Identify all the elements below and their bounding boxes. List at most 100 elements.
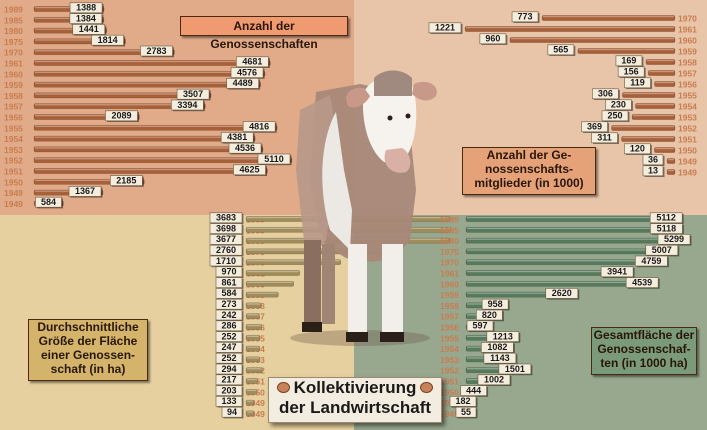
data-label-box	[657, 234, 691, 245]
data-label: 1082	[487, 342, 507, 352]
bar	[33, 92, 212, 99]
data-label: 1501	[505, 364, 525, 374]
bar	[666, 158, 676, 164]
bar-highlight	[467, 281, 656, 283]
bar-highlight	[35, 136, 255, 138]
data-label-box	[477, 374, 511, 386]
data-label: 294	[221, 364, 236, 374]
bar-highlight	[247, 368, 262, 370]
q2-legend-box: Anzahl der Ge- nossenschafts- mitglieder…	[462, 147, 596, 195]
year-tick-label: 1956	[440, 323, 459, 333]
data-label-box	[215, 374, 243, 386]
bar-highlight	[655, 81, 674, 84]
data-label-box	[215, 331, 243, 342]
bar	[245, 324, 263, 330]
data-label-box	[35, 196, 62, 208]
data-label-box	[215, 266, 243, 278]
data-label-box	[257, 153, 291, 165]
data-label: 958	[488, 299, 503, 309]
bar-highlight	[636, 103, 674, 106]
bar	[464, 26, 676, 32]
bar-highlight	[649, 70, 674, 73]
year-tick-label: 1961	[440, 269, 459, 279]
year-tick-label: 1970	[4, 48, 23, 58]
year-tick-label: 1957	[678, 69, 697, 79]
data-label: 5110	[264, 154, 284, 164]
bar	[245, 291, 279, 298]
data-label: 584	[221, 288, 236, 298]
year-tick-label: 1959	[678, 47, 697, 57]
bar-highlight	[35, 158, 291, 160]
data-label: 55	[461, 407, 471, 417]
data-label: 4489	[233, 78, 253, 88]
data-label: 286	[221, 321, 236, 331]
bar-highlight	[35, 147, 263, 149]
data-label-box	[236, 56, 269, 68]
bar-highlight	[467, 270, 631, 273]
data-label: 4625	[239, 165, 259, 175]
data-label: 970	[221, 267, 236, 277]
bar-highlight	[247, 357, 259, 359]
data-label: 1388	[76, 3, 96, 13]
year-tick-label: 1951	[440, 377, 459, 387]
q4-legend-line2: Genossenschaf-	[597, 342, 691, 356]
main-title: Kollektivierung der Landwirtschaft	[268, 377, 442, 423]
data-label: 250	[607, 111, 622, 121]
data-label: 773	[518, 12, 533, 22]
data-label-box	[215, 309, 243, 321]
year-tick-label: 1952	[440, 366, 459, 376]
data-label-box	[486, 331, 520, 342]
year-tick-label: 1954	[440, 344, 459, 354]
data-label: 4536	[235, 143, 255, 153]
data-label: 820	[482, 310, 497, 320]
data-label: 242	[221, 310, 236, 320]
data-label: 2185	[116, 175, 136, 185]
bar-highlight	[543, 15, 674, 18]
year-tick-label: 1961	[4, 59, 23, 69]
bar	[33, 70, 266, 77]
q3-legend-line4: schaft (in ha)	[50, 362, 126, 376]
data-label-box	[68, 186, 102, 197]
year-tick-label: 1953	[678, 113, 697, 123]
year-tick-label: 1960	[4, 69, 23, 79]
main-title-line1-row: Kollektivierung	[269, 378, 441, 398]
bar-highlight	[35, 17, 103, 19]
data-label-box	[221, 406, 243, 418]
year-tick-label: 1953	[440, 355, 459, 365]
data-label-box	[171, 99, 204, 111]
bar	[33, 81, 261, 88]
data-label: 3698	[216, 223, 236, 233]
data-label: 169	[621, 56, 636, 66]
bar-highlight	[35, 60, 270, 63]
data-label-box	[215, 277, 243, 288]
year-tick-label: 1949	[4, 199, 23, 209]
data-label: 273	[221, 299, 236, 309]
year-tick-label: 1956	[4, 113, 23, 123]
bar-highlight	[247, 270, 299, 273]
data-label-box	[226, 78, 259, 89]
data-label: 3941	[607, 267, 627, 277]
bar	[622, 92, 676, 98]
year-tick-label: 1956	[678, 80, 697, 90]
bar	[245, 280, 294, 287]
data-label-box	[72, 24, 106, 35]
bar	[245, 367, 263, 374]
bar-highlight	[668, 169, 674, 172]
year-tick-label: 1975	[4, 37, 23, 47]
bars-layer: 1989 1388 1985 1384 1980 1441 1975 1814 1970 2783…	[4, 2, 697, 419]
bar-highlight	[633, 114, 674, 117]
year-tick-label: 1949	[678, 157, 697, 167]
q3-legend-line2: Größe der Fläche	[38, 334, 138, 348]
data-label: 156	[624, 67, 639, 77]
year-tick-label: 1959	[440, 290, 459, 300]
data-label: 119	[630, 78, 645, 88]
bar-highlight	[467, 227, 680, 229]
data-label: 2620	[552, 288, 572, 298]
year-tick-label: 1980	[440, 236, 459, 246]
bar-highlight	[467, 260, 665, 262]
data-label: 565	[553, 45, 568, 55]
cow-illustration	[290, 70, 437, 346]
data-label-box	[617, 66, 645, 78]
bar-highlight	[467, 249, 675, 251]
data-label-box	[545, 288, 579, 299]
